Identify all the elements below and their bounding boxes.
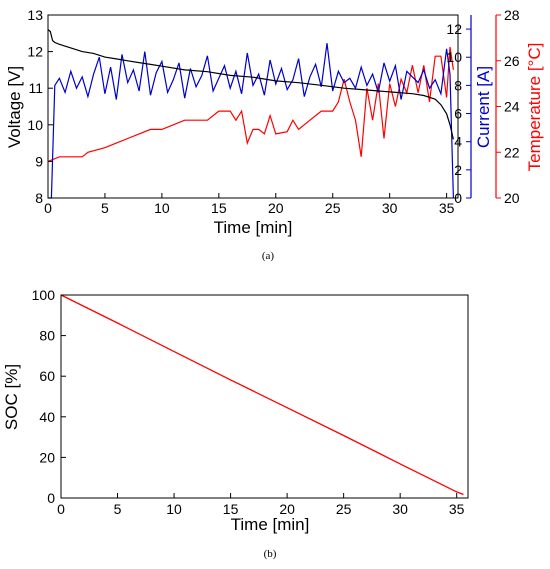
- chart-a-current-tick-label: 6: [454, 106, 462, 122]
- chart-a-temperature-ticks: 20 22 24 26 28: [496, 7, 520, 206]
- chart-a-current-tick-label: 12: [446, 21, 462, 37]
- chart-b-xlabel: Time [min]: [231, 515, 310, 534]
- chart-a-voltage-tick-label: 8: [35, 190, 43, 206]
- chart-a-voltage-line: [47, 29, 454, 140]
- chart-a-x-tick-label: 25: [325, 200, 341, 216]
- chart-b-y-ticks: 0 20 40 60 80 100: [32, 287, 66, 506]
- chart-a-voltage-tick-label: 11: [28, 80, 43, 96]
- chart-a-x-tick-label: 35: [439, 200, 455, 216]
- chart-a-x-ticks: 0 5 10 15 20 25 30 35: [44, 193, 455, 216]
- chart-b-y-tick-label: 60: [39, 368, 55, 384]
- chart-a-x-tick-label: 15: [211, 200, 227, 216]
- chart-a-current-tick-label: 10: [446, 49, 462, 65]
- chart-a-voltage-tick-label: 10: [27, 117, 43, 133]
- chart-a-series: [47, 29, 454, 199]
- chart-a-voltage-label: Voltage [V]: [5, 66, 24, 148]
- chart-b-caption: (b): [264, 548, 277, 560]
- chart-a-plot-frame: [47, 14, 459, 199]
- chart-b-plot-frame: [60, 294, 469, 499]
- chart-b-x-ticks: 0 5 10 15 20 25 30 35: [57, 493, 465, 517]
- chart-a-current-line: [48, 43, 454, 199]
- chart-a-xlabel: Time [min]: [214, 218, 293, 237]
- chart-a-temperature-label: Temperature [°C]: [525, 43, 544, 172]
- chart-b-y-tick-label: 40: [39, 409, 55, 425]
- chart-b-ylabel: SOC [%]: [2, 364, 21, 430]
- chart-a-voltage-tick-label: 9: [35, 153, 43, 169]
- chart-a-current-tick-label: 0: [454, 190, 462, 206]
- chart-a-voltage-ticks: 8 9 10 11 12 13: [27, 7, 53, 206]
- chart-a-temperature-tick-label: 20: [504, 190, 520, 206]
- chart-b-soc-line: [60, 294, 464, 496]
- chart-b-x-tick-label: 20: [279, 501, 295, 517]
- chart-a-temperature-line: [47, 46, 454, 162]
- chart-b-y-tick-label: 20: [39, 449, 55, 465]
- chart-a-current-tick-label: 4: [454, 134, 462, 150]
- chart-a-caption: (a): [262, 250, 275, 262]
- chart-a-current-tick-label: 8: [454, 77, 462, 93]
- chart-a-current-ticks: 0 2 4 6 8 10 12: [446, 21, 471, 206]
- chart-a-temperature-tick-label: 28: [504, 7, 520, 23]
- chart-a-x-tick-label: 0: [44, 200, 52, 216]
- chart-b-x-tick-label: 25: [336, 501, 352, 517]
- chart-b-x-tick-label: 15: [223, 501, 239, 517]
- chart-b-y-tick-label: 80: [39, 328, 55, 344]
- chart-b-x-tick-label: 35: [449, 501, 465, 517]
- chart-a-current-label: Current [A]: [474, 66, 493, 148]
- chart-b-series: [60, 294, 464, 496]
- chart-a-x-tick-label: 5: [101, 200, 109, 216]
- chart-a-current-tick-label: 2: [454, 162, 462, 178]
- chart-a-x-tick-label: 10: [154, 200, 170, 216]
- chart-b-y-tick-label: 0: [47, 490, 55, 506]
- chart-a-voltage-tick-label: 12: [27, 44, 43, 60]
- chart-a-temperature-tick-label: 24: [504, 99, 520, 115]
- chart-b-x-tick-label: 5: [114, 501, 122, 517]
- chart-b-x-tick-label: 30: [392, 501, 408, 517]
- chart-a-x-tick-label: 20: [268, 200, 284, 216]
- chart-b: 0 5 10 15 20 25 30 35 0 20 40 60 80 100 Time [min] S…: [2, 287, 469, 560]
- chart-a-temperature-tick-label: 26: [504, 53, 520, 69]
- chart-b-x-tick-label: 10: [166, 501, 182, 517]
- chart-a-temperature-tick-label: 22: [504, 144, 520, 160]
- chart-a-x-tick-label: 30: [382, 200, 398, 216]
- chart-b-x-tick-label: 0: [57, 501, 65, 517]
- chart-a-voltage-tick-label: 13: [27, 7, 43, 23]
- chart-b-y-tick-label: 100: [32, 287, 56, 303]
